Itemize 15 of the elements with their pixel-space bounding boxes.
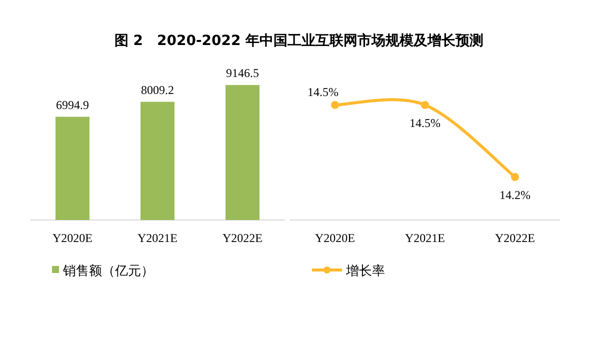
x-tick-label: Y2020E	[52, 231, 92, 245]
x-tick-label: Y2021E	[405, 231, 445, 245]
chart-title: 图 2 2020-2022 年中国工业互联网市场规模及增长预测	[114, 32, 484, 49]
data-label: 14.5%	[308, 85, 338, 99]
legend-label: 销售额（亿元）	[62, 264, 154, 279]
x-tick-label: Y2021E	[138, 231, 178, 245]
data-label: 6994.9	[56, 98, 89, 112]
x-tick-label: Y2022E	[222, 231, 262, 245]
data-label: 14.5%	[410, 116, 440, 130]
data-label: 14.2%	[500, 188, 530, 202]
x-tick-label: Y2022E	[495, 231, 535, 245]
data-label: 9146.5	[226, 66, 259, 80]
x-tick-label: Y2020E	[315, 231, 355, 245]
legend-label: 增长率	[345, 263, 385, 279]
data-label: 8009.2	[141, 82, 174, 97]
